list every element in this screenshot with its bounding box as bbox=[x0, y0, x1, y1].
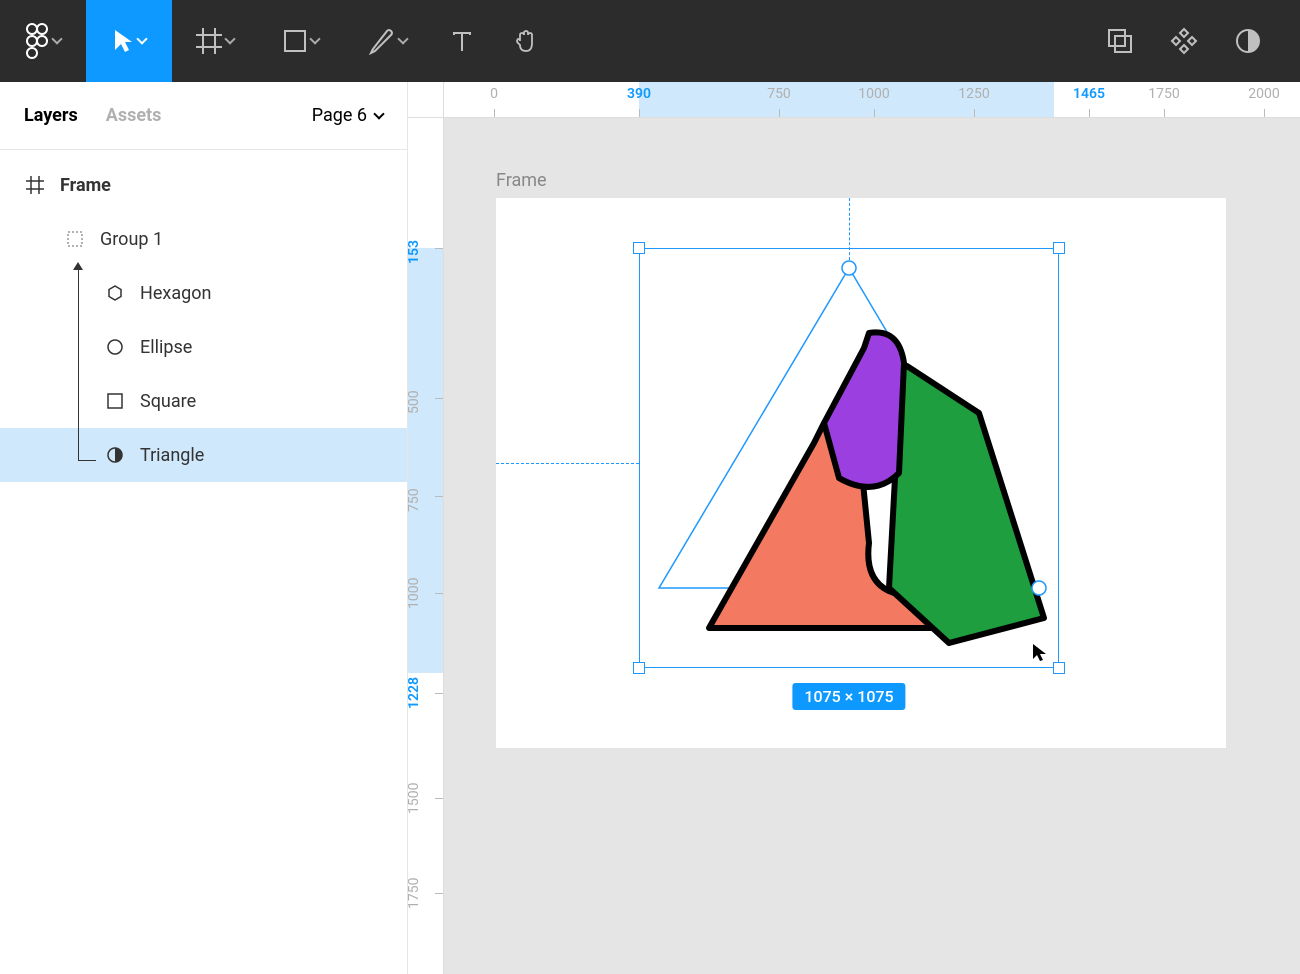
ruler-tick-label: 750 bbox=[408, 488, 422, 512]
ruler-tick-label: 153 bbox=[408, 240, 422, 264]
pen-tool[interactable] bbox=[344, 0, 430, 82]
group-icon bbox=[64, 230, 86, 248]
layer-label: Frame bbox=[60, 175, 111, 196]
ruler-tick bbox=[435, 398, 443, 399]
ruler-tick bbox=[494, 109, 495, 117]
ruler-tick-label: 0 bbox=[490, 86, 498, 102]
figma-menu[interactable] bbox=[0, 0, 86, 82]
page-picker[interactable]: Page 6 bbox=[312, 105, 383, 126]
dimension-badge: 1075 × 1075 bbox=[792, 683, 905, 710]
tree-elbow bbox=[78, 460, 96, 461]
ruler-tick-label: 2000 bbox=[1248, 86, 1279, 102]
layer-label: Hexagon bbox=[140, 283, 211, 304]
ruler-horizontal[interactable]: 0 390 750 1000 1250 1465 1750 2000 bbox=[444, 82, 1300, 118]
ruler-tick-label: 1465 bbox=[1073, 86, 1105, 102]
ruler-tick bbox=[435, 248, 443, 249]
ruler-vertical[interactable]: 153 500 750 1000 1228 1500 1750 bbox=[408, 118, 444, 974]
ruler-tick bbox=[1264, 109, 1265, 117]
page-label: Page 6 bbox=[312, 105, 367, 126]
frame-icon bbox=[24, 176, 46, 194]
tab-assets[interactable]: Assets bbox=[106, 105, 162, 126]
chevron-down-icon bbox=[373, 108, 384, 119]
ruler-tick-label: 1500 bbox=[408, 783, 422, 814]
layers-tree: Frame Group 1 Hexagon Ellipse Square Triangle bbox=[0, 150, 407, 482]
ruler-tick-label: 750 bbox=[767, 86, 791, 102]
ruler-corner bbox=[408, 82, 444, 118]
ruler-tick bbox=[435, 893, 443, 894]
smart-guide-horizontal bbox=[496, 463, 639, 464]
ruler-tick bbox=[1164, 109, 1165, 117]
ruler-tick-label: 1750 bbox=[408, 878, 422, 909]
ruler-h-selection bbox=[639, 82, 1054, 117]
ruler-tick-label: 390 bbox=[627, 86, 651, 102]
ruler-tick-label: 1000 bbox=[408, 578, 422, 609]
square-icon bbox=[104, 392, 126, 410]
layer-row-triangle[interactable]: Triangle bbox=[0, 428, 407, 482]
frame-tool[interactable] bbox=[172, 0, 258, 82]
ruler-tick-label: 1250 bbox=[958, 86, 989, 102]
ruler-tick-label: 1228 bbox=[408, 677, 422, 709]
tree-line bbox=[78, 270, 79, 460]
selection-box[interactable] bbox=[639, 248, 1059, 668]
layer-label: Square bbox=[140, 391, 196, 412]
frame-title[interactable]: Frame bbox=[496, 170, 547, 191]
hexagon-icon bbox=[104, 284, 126, 302]
component-tool[interactable] bbox=[1152, 0, 1216, 82]
layer-row-ellipse[interactable]: Ellipse bbox=[0, 320, 407, 374]
layer-label: Group 1 bbox=[100, 229, 163, 250]
ruler-tick bbox=[874, 109, 875, 117]
mask-tool[interactable] bbox=[1216, 0, 1280, 82]
toolbar bbox=[0, 0, 1300, 82]
ruler-v-selection bbox=[408, 248, 443, 673]
ruler-tick bbox=[779, 109, 780, 117]
layer-row-frame[interactable]: Frame bbox=[0, 158, 407, 212]
tree-arrow-icon bbox=[73, 262, 83, 270]
ruler-tick-label: 500 bbox=[408, 390, 422, 414]
canvas[interactable]: Frame 1075 × 1075 bbox=[444, 118, 1300, 974]
ruler-tick-label: 1000 bbox=[858, 86, 889, 102]
layer-row-square[interactable]: Square bbox=[0, 374, 407, 428]
boolean-tool[interactable] bbox=[1088, 0, 1152, 82]
selection-handle[interactable] bbox=[633, 242, 645, 254]
ruler-tick bbox=[435, 693, 443, 694]
move-tool[interactable] bbox=[86, 0, 172, 82]
ruler-tick bbox=[435, 798, 443, 799]
selection-handle[interactable] bbox=[633, 662, 645, 674]
ruler-tick bbox=[639, 109, 640, 117]
ruler-tick bbox=[435, 496, 443, 497]
layer-row-hexagon[interactable]: Hexagon bbox=[0, 266, 407, 320]
text-tool[interactable] bbox=[430, 0, 494, 82]
canvas-area: 0 390 750 1000 1250 1465 1750 2000 153 500 750 100… bbox=[408, 82, 1300, 974]
ruler-tick-label: 1750 bbox=[1148, 86, 1179, 102]
layer-label: Triangle bbox=[140, 445, 204, 466]
left-panel: Layers Assets Page 6 Frame Group 1 Hexagon… bbox=[0, 82, 408, 974]
ruler-tick bbox=[974, 109, 975, 117]
shape-tool[interactable] bbox=[258, 0, 344, 82]
selection-handle[interactable] bbox=[1053, 242, 1065, 254]
layer-label: Ellipse bbox=[140, 337, 192, 358]
half-circle-icon bbox=[104, 446, 126, 464]
tab-layers[interactable]: Layers bbox=[24, 105, 78, 126]
panel-tabs: Layers Assets Page 6 bbox=[0, 82, 407, 150]
ruler-tick bbox=[1089, 109, 1090, 117]
selection-handle[interactable] bbox=[1053, 662, 1065, 674]
ellipse-icon bbox=[104, 338, 126, 356]
layer-row-group-1[interactable]: Group 1 bbox=[0, 212, 407, 266]
cursor-icon bbox=[1032, 643, 1048, 663]
hand-tool[interactable] bbox=[494, 0, 558, 82]
ruler-tick bbox=[435, 593, 443, 594]
